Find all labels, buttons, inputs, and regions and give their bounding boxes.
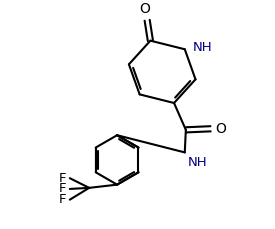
Text: F: F	[59, 193, 67, 206]
Text: O: O	[140, 2, 150, 16]
Text: O: O	[215, 122, 226, 136]
Text: NH: NH	[192, 41, 212, 54]
Text: F: F	[59, 183, 67, 195]
Text: F: F	[59, 172, 67, 185]
Text: NH: NH	[188, 156, 208, 169]
